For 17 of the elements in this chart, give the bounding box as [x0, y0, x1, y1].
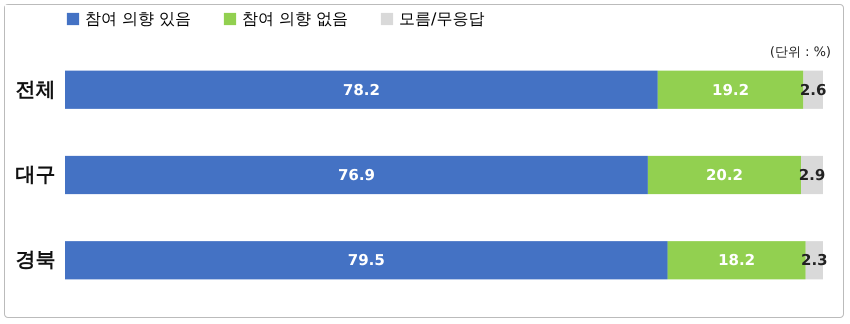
data-label: 18.2 — [718, 251, 756, 270]
legend-label: 모름/무응답 — [399, 9, 484, 28]
bar — [65, 70, 658, 109]
y-tick-label: 전체 — [16, 76, 56, 101]
data-label: 78.2 — [342, 80, 380, 99]
legend-label: 참여 의향 있음 — [85, 9, 192, 28]
data-label: 20.2 — [706, 166, 743, 184]
bar — [65, 241, 668, 280]
bar — [648, 156, 802, 194]
data-label: 79.5 — [348, 251, 385, 270]
legend-label: 참여 의향 없음 — [242, 9, 348, 28]
annotation: (단위 : %) — [770, 44, 831, 61]
bar — [65, 156, 648, 194]
data-label: 19.2 — [712, 80, 750, 99]
y-tick-label: 대구 — [16, 162, 56, 186]
data-label: 76.9 — [338, 166, 375, 184]
y-tick-label: 경북 — [16, 247, 56, 272]
